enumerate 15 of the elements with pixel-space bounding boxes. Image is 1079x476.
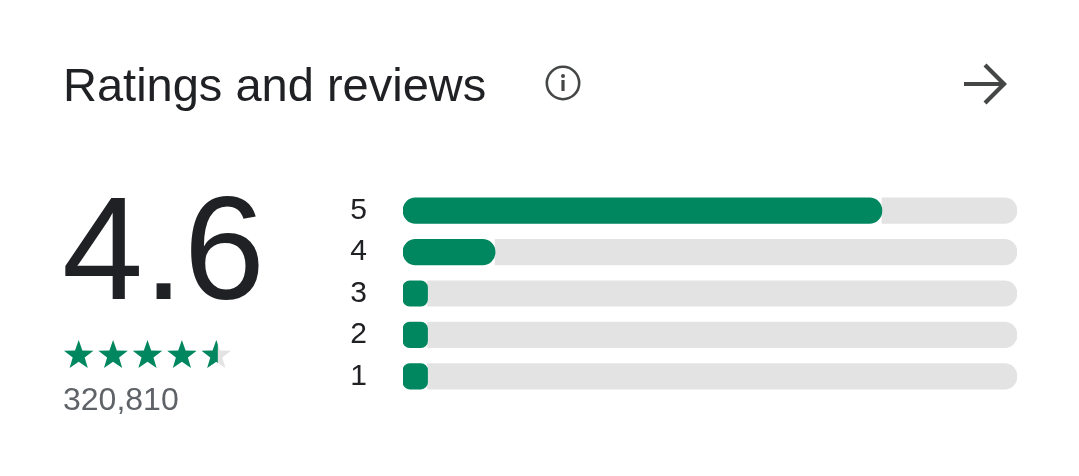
chart-title: Ratings and reviews [63,58,487,111]
bar [403,239,496,266]
bar [427,321,1017,348]
y-tick-label: 4 [350,233,367,267]
bar [403,197,883,224]
y-tick-label: 5 [350,191,367,225]
y-tick-label: 2 [350,316,367,350]
bar [427,363,1017,390]
bar [427,280,1017,307]
y-tick-label: 3 [350,274,367,308]
text: 4.6 [62,167,265,330]
bar [494,239,1017,266]
bar [881,197,1017,224]
y-tick-label: 1 [350,357,367,391]
text: 320,810 [63,381,179,417]
